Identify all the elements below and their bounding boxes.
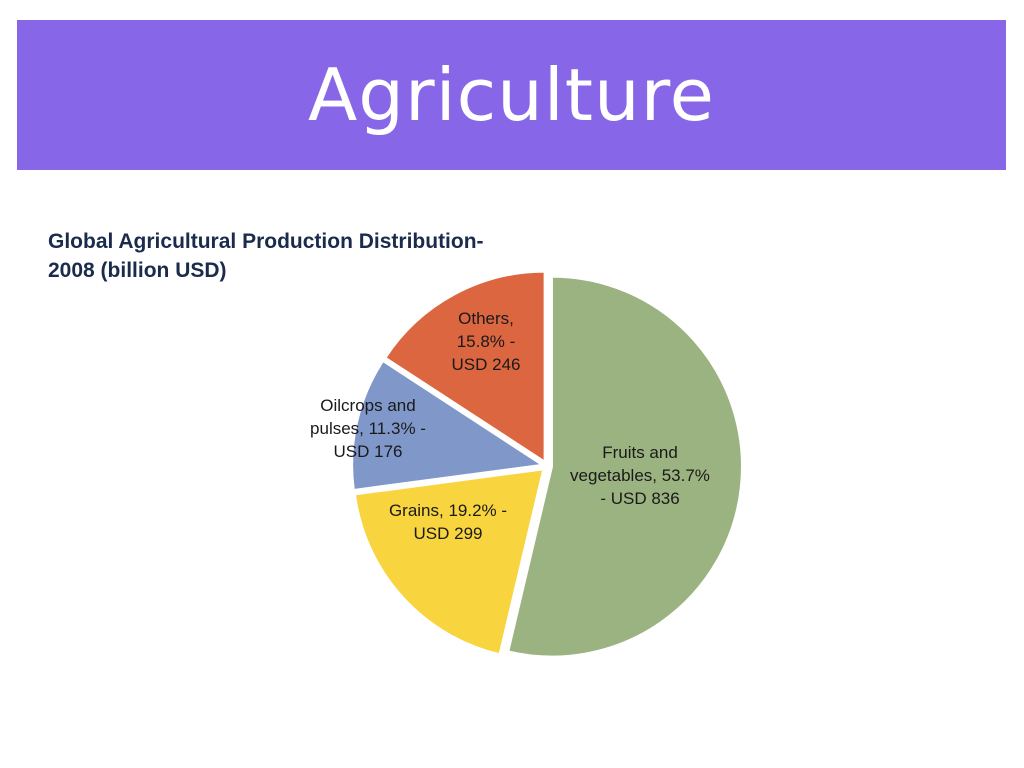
pie-label-line: - USD 836 [600,489,679,508]
pie-slice-others [384,270,546,464]
pie-label-line: pulses, 11.3% - [310,419,426,438]
title-banner: Agriculture [17,20,1006,170]
pie-label-line: 15.8% - [457,332,516,351]
pie-slice-oilcrops-and-pulses [351,359,545,492]
pie-label-line: USD 246 [452,355,521,374]
chart-title: Global Agricultural Production Distribut… [48,227,608,285]
pie-label-line: Grains, 19.2% - [389,501,507,520]
pie-labels: Fruits and vegetables, 53.7% - USD 836 Grai… [310,309,710,543]
pie-label-line: Oilcrops and [320,396,415,415]
pie-label-line: USD 299 [414,524,483,543]
chart-title-line-1: Global Agricultural Production Distribut… [48,230,484,253]
pie-label-line: USD 176 [334,442,403,461]
pie-label-grains: Grains, 19.2% - USD 299 [389,501,507,543]
pie-label-oilcrops-and-pulses: Oilcrops and pulses, 11.3% - USD 176 [310,396,426,461]
pie-label-fruits-and-vegetables: Fruits and vegetables, 53.7% - USD 836 [570,443,710,508]
pie-label-others: Others, 15.8% - USD 246 [452,309,521,374]
pie-label-line: Others, [458,309,514,328]
pie-label-line: Fruits and [602,443,678,462]
pie-slice-fruits-and-vegetables [507,275,743,658]
chart-title-line-2: 2008 (billion USD) [48,259,227,282]
pie-slices [351,270,743,658]
pie-label-line: vegetables, 53.7% [570,466,710,485]
slide-title: Agriculture [308,53,715,137]
pie-slice-grains [353,468,545,656]
